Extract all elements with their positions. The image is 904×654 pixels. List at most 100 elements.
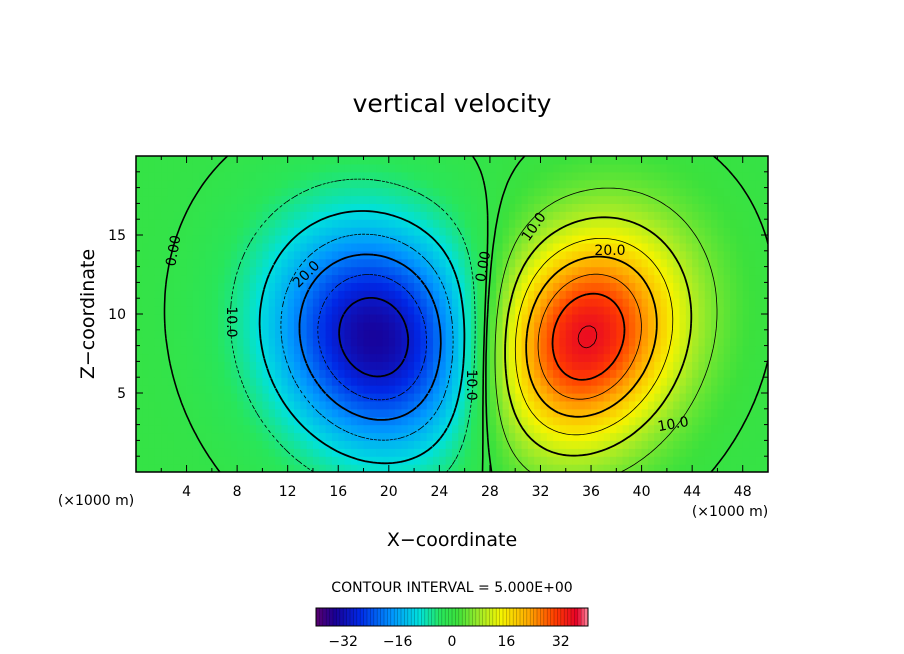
heatmap-cell xyxy=(553,464,561,472)
heatmap-cell xyxy=(704,227,712,236)
heatmap-cell xyxy=(205,440,213,449)
heatmap-cell xyxy=(616,163,624,173)
heatmap-cell xyxy=(685,393,693,402)
heatmap-cell xyxy=(666,456,674,465)
heatmap-cell xyxy=(211,227,219,236)
heatmap-cell xyxy=(641,464,649,472)
heatmap-cell xyxy=(572,211,579,220)
heatmap-cell xyxy=(553,156,561,165)
heatmap-cell xyxy=(572,456,579,465)
heatmap-cell xyxy=(736,393,744,402)
heatmap-cell xyxy=(294,369,301,378)
x-tick-label: 16 xyxy=(329,484,347,500)
heatmap-cell xyxy=(243,242,251,252)
heatmap-cell xyxy=(673,250,681,260)
heatmap-cell xyxy=(736,337,744,347)
heatmap-cell xyxy=(502,408,510,418)
heatmap-cell xyxy=(610,203,617,212)
heatmap-cell xyxy=(287,219,295,228)
heatmap-cell xyxy=(420,321,428,331)
heatmap-cell xyxy=(357,219,365,228)
heatmap-cell xyxy=(685,345,693,355)
heatmap-cell xyxy=(559,321,567,331)
heatmap-cell xyxy=(673,408,681,418)
heatmap-cell xyxy=(275,298,282,307)
heatmap-cell xyxy=(281,345,289,355)
heatmap-cell xyxy=(717,385,725,394)
heatmap-cell xyxy=(654,345,662,355)
heatmap-cell xyxy=(281,258,289,268)
heatmap-cell xyxy=(666,369,674,378)
heatmap-cell xyxy=(218,456,226,465)
heatmap-cell xyxy=(376,464,384,472)
heatmap-cell xyxy=(761,424,768,434)
heatmap-cell xyxy=(401,187,409,197)
heatmap-cell xyxy=(445,290,453,299)
heatmap-cell xyxy=(628,400,636,410)
heatmap-cell xyxy=(603,235,611,244)
heatmap-cell xyxy=(458,456,466,465)
heatmap-cell xyxy=(717,282,725,291)
heatmap-cell xyxy=(325,211,333,220)
heatmap-cell xyxy=(199,242,207,252)
heatmap-cell xyxy=(205,321,213,331)
heatmap-cell xyxy=(723,432,731,441)
heatmap-cell xyxy=(426,400,434,410)
heatmap-cell xyxy=(477,282,485,291)
heatmap-cell xyxy=(540,408,548,418)
heatmap-cell xyxy=(211,464,219,472)
heatmap-cell xyxy=(679,203,687,212)
heatmap-cell xyxy=(717,440,725,449)
heatmap-cell xyxy=(268,179,276,189)
heatmap-cell xyxy=(647,329,655,339)
heatmap-cell xyxy=(698,385,706,394)
heatmap-cell xyxy=(692,448,700,457)
heatmap-cell xyxy=(249,353,257,362)
heatmap-cell xyxy=(628,211,636,220)
heatmap-cell xyxy=(458,203,466,212)
heatmap-cell xyxy=(755,416,763,426)
colorbar-swatch xyxy=(465,608,470,626)
heatmap-cell xyxy=(742,235,750,244)
heatmap-cell xyxy=(192,258,200,268)
heatmap-cell xyxy=(218,298,226,307)
heatmap-cell xyxy=(382,440,390,449)
heatmap-cell xyxy=(489,353,497,362)
heatmap-cell xyxy=(647,219,655,228)
heatmap-cell xyxy=(243,377,251,386)
heatmap-cell xyxy=(591,250,598,260)
heatmap-cell xyxy=(622,179,630,189)
heatmap-cell xyxy=(749,314,756,323)
heatmap-cell xyxy=(218,203,226,212)
heatmap-cell xyxy=(508,416,516,426)
heatmap-cell xyxy=(717,408,725,418)
heatmap-cell xyxy=(742,282,750,291)
heatmap-cell xyxy=(572,171,579,181)
heatmap-cell xyxy=(711,385,719,394)
heatmap-cell xyxy=(565,258,573,268)
heatmap-cell xyxy=(711,408,719,418)
heatmap-cell xyxy=(679,353,687,362)
heatmap-cell xyxy=(578,432,586,441)
heatmap-cell xyxy=(572,464,579,472)
heatmap-cell xyxy=(186,163,194,173)
heatmap-cell xyxy=(161,345,169,355)
heatmap-cell xyxy=(331,163,339,173)
heatmap-cell xyxy=(218,258,226,268)
heatmap-cell xyxy=(281,171,289,181)
contour-label: 0.00 xyxy=(163,234,184,267)
heatmap-cell xyxy=(521,282,529,291)
colorbar-swatch xyxy=(550,608,555,626)
heatmap-cell xyxy=(294,266,301,276)
heatmap-cell xyxy=(218,266,226,276)
heatmap-cell xyxy=(294,227,301,236)
heatmap-cell xyxy=(325,203,333,212)
heatmap-cell xyxy=(344,171,352,181)
heatmap-cell xyxy=(401,416,409,426)
colorbar-swatch xyxy=(414,608,419,626)
heatmap-cell xyxy=(275,361,282,370)
heatmap-cell xyxy=(477,361,485,370)
heatmap-cell xyxy=(572,329,579,339)
heatmap-cell xyxy=(572,353,579,362)
heatmap-cell xyxy=(161,416,169,426)
